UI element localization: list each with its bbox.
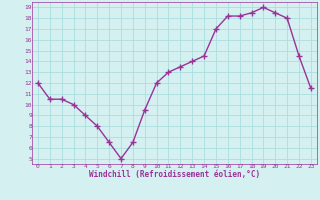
X-axis label: Windchill (Refroidissement éolien,°C): Windchill (Refroidissement éolien,°C) [89, 170, 260, 179]
